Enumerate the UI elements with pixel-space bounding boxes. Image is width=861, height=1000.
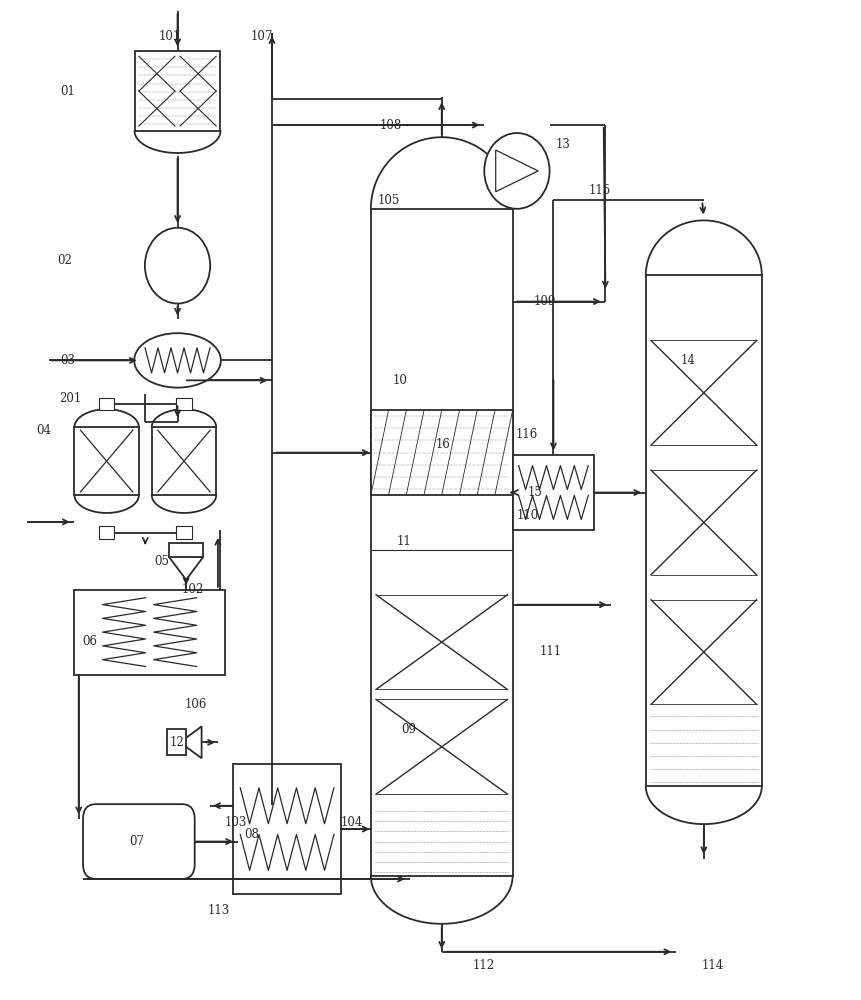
Circle shape (484, 133, 549, 209)
Text: 15: 15 (528, 486, 542, 499)
Text: 01: 01 (59, 85, 75, 98)
Circle shape (145, 228, 210, 304)
Bar (169, 543, 203, 557)
Text: 03: 03 (59, 354, 75, 367)
Polygon shape (180, 726, 201, 758)
Text: 114: 114 (701, 959, 723, 972)
Bar (167, 729, 186, 755)
Text: 08: 08 (245, 828, 259, 841)
Text: 113: 113 (208, 904, 230, 917)
Bar (176, 526, 191, 539)
Text: 102: 102 (182, 583, 204, 596)
Text: 11: 11 (396, 535, 411, 548)
FancyBboxPatch shape (83, 804, 195, 879)
Text: 14: 14 (679, 354, 694, 367)
Text: 13: 13 (555, 138, 570, 151)
Text: 06: 06 (82, 635, 97, 648)
Text: 111: 111 (540, 645, 561, 658)
Text: 115: 115 (587, 184, 610, 197)
Text: 104: 104 (340, 816, 362, 829)
Bar (512, 455, 593, 530)
Bar (74, 427, 139, 495)
Text: 16: 16 (435, 438, 449, 451)
Polygon shape (169, 557, 203, 580)
Bar (370, 209, 512, 876)
Text: 04: 04 (35, 424, 51, 437)
Text: 12: 12 (170, 736, 184, 749)
Bar (99, 398, 115, 410)
Text: 05: 05 (154, 555, 169, 568)
Text: 106: 106 (184, 698, 207, 711)
Text: 02: 02 (57, 254, 72, 267)
Text: 201: 201 (59, 392, 81, 405)
Polygon shape (495, 150, 537, 192)
Text: 101: 101 (158, 30, 181, 43)
Bar (645, 275, 761, 786)
Text: 110: 110 (517, 509, 538, 522)
Text: 09: 09 (400, 723, 416, 736)
Text: 07: 07 (129, 835, 145, 848)
Ellipse shape (134, 333, 220, 388)
Text: 116: 116 (515, 428, 536, 441)
Bar (152, 427, 216, 495)
Bar (134, 51, 220, 131)
Text: 107: 107 (251, 30, 273, 43)
Text: 105: 105 (377, 194, 400, 207)
Text: 108: 108 (379, 119, 401, 132)
Text: 10: 10 (392, 374, 406, 387)
Text: 109: 109 (534, 295, 556, 308)
Bar (233, 764, 340, 894)
Bar (370, 410, 512, 495)
Text: 103: 103 (225, 816, 247, 829)
Bar (74, 590, 225, 675)
Text: 112: 112 (472, 959, 494, 972)
Bar (99, 526, 115, 539)
Bar (176, 398, 191, 410)
